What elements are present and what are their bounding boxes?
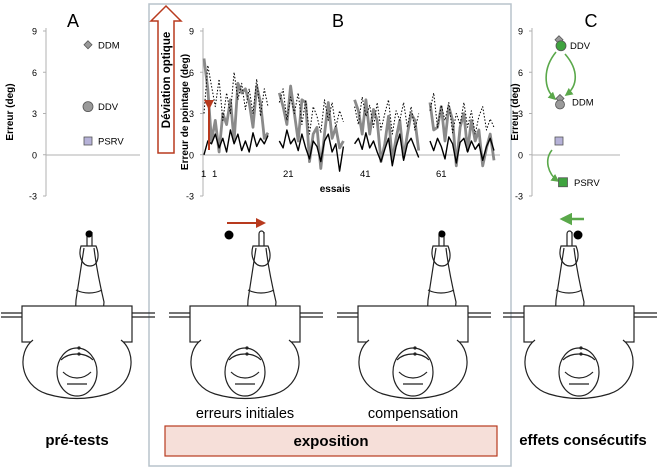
panel-letter-b: B	[332, 11, 344, 31]
chart-b-ytick-label: 0	[189, 150, 194, 160]
chart-b-series-dotted-segment	[203, 64, 269, 121]
chart-b-series-black-segment	[354, 132, 420, 167]
chart-c-ytick-label: 9	[518, 27, 523, 37]
chart-b: 9 6 3 0 -3 1 1 21 41 61 Erreur de pointage (deg)…	[180, 27, 500, 202]
subcaption-initial-errors: erreurs initiales	[196, 406, 294, 422]
chart-b-ytick-label: 6	[189, 68, 194, 78]
person-aftereffect	[503, 230, 657, 400]
caption-exposition-box	[164, 425, 498, 457]
chart-b-xlabel: essais	[320, 184, 351, 195]
chart-b-series-gray-thick-segment	[353, 98, 421, 163]
chart-a-ytick-label: 3	[32, 109, 37, 119]
ddv-shift-arrow-left	[545, 51, 557, 101]
target-dot-exposition-initial	[224, 230, 234, 240]
chart-c-ytick-label: -3	[515, 192, 523, 202]
chart-a-ytick-label: 9	[32, 27, 37, 37]
person-initial-errors	[169, 230, 323, 400]
subcaption-compensation: compensation	[368, 406, 458, 422]
chart-b-series-black-segment	[429, 136, 495, 164]
chart-a-ytick-label: 6	[32, 68, 37, 78]
chart-a-point-ddm	[83, 40, 93, 50]
chart-a-point-psrv-label: PSRV	[98, 137, 124, 148]
chart-c-point-ddm-label: DDM	[572, 98, 594, 109]
optical-deviation-label: Déviation optique	[161, 32, 173, 128]
panel-letter-a: A	[67, 11, 79, 31]
chart-c-point-ddm	[555, 99, 565, 110]
chart-c-ytick-label: 0	[518, 150, 523, 160]
chart-b-series-black-segment	[278, 129, 345, 172]
target-dot-compensation	[438, 230, 446, 238]
target-dot-aftereffect	[573, 230, 583, 240]
chart-b-ylabel: Erreur de pointage (deg)	[180, 54, 191, 170]
panel-letter-c: C	[585, 11, 598, 31]
chart-b-ytick-label: 9	[189, 27, 194, 37]
ddm-shift-arrow-right	[564, 53, 577, 96]
target-dot-pretest	[85, 230, 93, 238]
chart-b-xtick-label: 61	[436, 169, 447, 180]
chart-a-point-ddm-label: DDM	[98, 40, 120, 51]
chart-b-xtick-label: 41	[360, 169, 371, 180]
caption-pre-tests: pré-tests	[45, 432, 108, 449]
person-compensation	[337, 230, 491, 400]
chart-a-point-ddv-label: DDV	[98, 102, 119, 113]
chart-b-xtick-label: 1	[212, 169, 217, 180]
chart-a-ylabel: Erreur (deg)	[5, 83, 16, 140]
chart-a: 9 6 3 0 -3 Erreur (deg) DDM DDV PSRV	[5, 27, 140, 202]
chart-c-point-ddv	[555, 40, 567, 52]
chart-c-point-psrv-label: PSRV	[574, 178, 600, 189]
caption-aftereffects: effets consécutifs	[519, 432, 647, 449]
caption-exposition: exposition	[293, 433, 368, 450]
chart-c-ytick-label: 6	[518, 68, 523, 78]
chart-c-ylabel: Erreur (deg)	[510, 83, 521, 140]
chart-c-ytick-label: 3	[518, 109, 523, 119]
chart-b-series-dotted-segment	[429, 92, 495, 135]
chart-c-point-ddv-label: DDV	[570, 41, 591, 52]
chart-b-series-dotted-segment	[278, 88, 344, 135]
chart-b-series-black-segment	[203, 129, 269, 155]
optical-deviation-arrow: Déviation optique	[149, 4, 183, 154]
person-pretest	[1, 230, 155, 400]
chart-b-ytick-label: 3	[189, 109, 194, 119]
chart-c-point-psrv	[558, 177, 568, 188]
chart-b-ytick-label: -3	[186, 192, 194, 202]
chart-b-xtick-label: 21	[283, 169, 294, 180]
psrv-shift-arrow	[546, 149, 560, 182]
chart-b-xtick-label: 1	[201, 169, 206, 180]
chart-c-point-psrv-before	[554, 136, 564, 146]
chart-c: 9 6 3 0 -3 Erreur (deg) DDV DDM PSRV	[510, 27, 620, 202]
chart-a-point-ddv	[82, 101, 94, 113]
chart-a-ytick-label: -3	[29, 192, 37, 202]
chart-a-ytick-label: 0	[32, 150, 37, 160]
chart-a-point-psrv	[83, 136, 93, 146]
